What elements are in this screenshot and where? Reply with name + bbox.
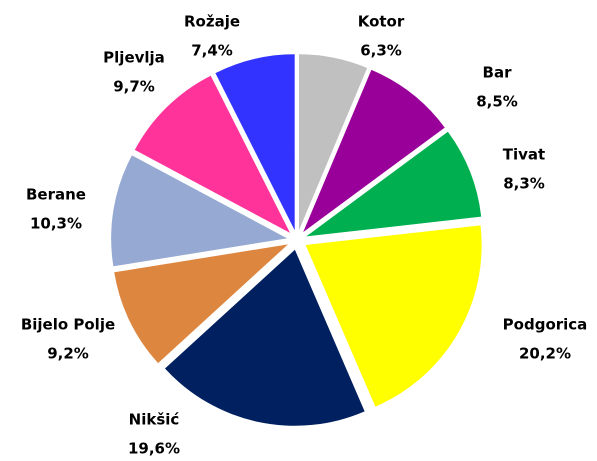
slice-value-label: 8,3%: [503, 175, 545, 193]
slice-label: Nikšić: [129, 411, 180, 429]
slice-value-label: 9,2%: [47, 345, 89, 363]
slice-value-label: 10,3%: [30, 215, 82, 233]
pie-slice: [111, 155, 288, 267]
pie-slice: [298, 54, 368, 231]
slice-value-label: 6,3%: [360, 42, 402, 60]
slice-label: Bijelo Polje: [21, 316, 115, 334]
pie-slice: [134, 75, 291, 233]
slice-value-label: 9,7%: [113, 78, 155, 96]
slice-label: Bar: [483, 64, 513, 82]
slice-value-label: 8,5%: [476, 93, 518, 111]
pie-slice: [164, 249, 365, 426]
slice-value-label: 7,4%: [191, 42, 233, 60]
slice-label: Pljevlja: [103, 49, 165, 67]
slice-value-label: 19,6%: [128, 440, 180, 458]
slice-label: Kotor: [358, 13, 405, 31]
slice-label: Berane: [26, 186, 86, 204]
slice-label: Rožaje: [184, 13, 240, 31]
pie-slice: [306, 131, 482, 237]
pie-slice: [303, 69, 445, 233]
slice-label: Tivat: [503, 146, 545, 164]
pie-slice: [305, 225, 482, 407]
slice-value-label: 20,2%: [519, 345, 571, 363]
pie-slice: [114, 244, 288, 364]
slice-label: Podgorica: [503, 316, 588, 334]
pie-slice: [215, 54, 295, 231]
